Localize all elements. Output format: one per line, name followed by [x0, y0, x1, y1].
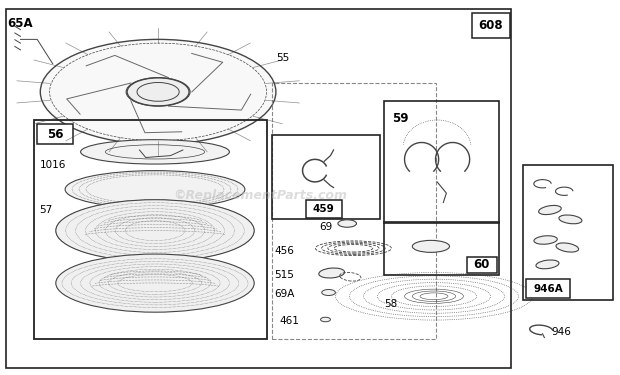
Bar [384, 101, 499, 223]
Ellipse shape [40, 39, 276, 144]
Bar [272, 135, 380, 219]
Ellipse shape [56, 254, 254, 312]
Bar [306, 200, 342, 217]
Bar [272, 82, 436, 339]
Ellipse shape [65, 171, 245, 208]
Text: 1016: 1016 [40, 160, 67, 170]
Text: 55: 55 [276, 53, 289, 63]
Text: 65A: 65A [7, 17, 33, 30]
Ellipse shape [536, 260, 559, 269]
Text: 57: 57 [39, 205, 52, 215]
Bar [526, 279, 570, 298]
Bar [6, 9, 511, 368]
Ellipse shape [556, 243, 578, 252]
Bar [384, 222, 499, 274]
Bar [34, 120, 267, 339]
Text: ©ReplacementParts.com: ©ReplacementParts.com [174, 189, 347, 201]
Text: 456: 456 [274, 246, 294, 256]
Bar [472, 13, 510, 38]
Ellipse shape [338, 220, 356, 227]
Bar [523, 165, 613, 300]
Text: 459: 459 [312, 204, 335, 213]
Text: 58: 58 [384, 299, 397, 309]
Ellipse shape [127, 78, 189, 106]
Ellipse shape [559, 215, 582, 224]
Text: 69: 69 [319, 222, 332, 232]
Ellipse shape [81, 140, 229, 164]
Text: 56: 56 [47, 128, 63, 141]
Ellipse shape [56, 200, 254, 262]
Ellipse shape [321, 317, 330, 322]
Bar [467, 256, 497, 273]
Bar [37, 124, 73, 144]
Text: 461: 461 [279, 316, 299, 326]
Ellipse shape [412, 240, 450, 252]
Ellipse shape [319, 268, 345, 278]
Text: 608: 608 [479, 19, 503, 32]
Ellipse shape [539, 206, 561, 214]
Ellipse shape [534, 236, 557, 244]
Text: 60: 60 [474, 258, 490, 271]
Text: 946A: 946A [533, 284, 563, 294]
Text: 946: 946 [552, 327, 572, 337]
Text: 59: 59 [392, 112, 409, 125]
Text: 515: 515 [274, 270, 294, 279]
Ellipse shape [322, 290, 335, 296]
Text: 69A: 69A [274, 290, 294, 299]
